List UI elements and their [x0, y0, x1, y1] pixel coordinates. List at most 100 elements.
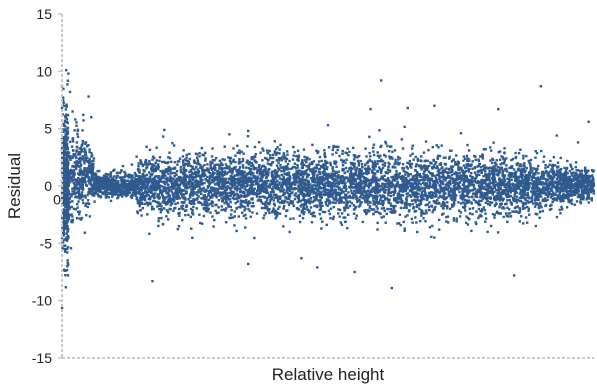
cloud-point: [329, 181, 332, 184]
cloud-point: [238, 165, 242, 169]
cloud-point: [324, 160, 327, 164]
cloud-point: [222, 195, 226, 199]
cloud-point: [167, 193, 170, 197]
cloud-point: [382, 207, 386, 210]
cloud-point: [73, 192, 77, 196]
cloud-point: [137, 162, 140, 165]
cloud-point: [514, 190, 517, 193]
cloud-point: [84, 204, 87, 207]
cloud-point: [526, 221, 529, 224]
cloud-point: [418, 164, 421, 168]
cloud-point: [261, 195, 264, 198]
cloud-point: [584, 175, 587, 178]
cloud-point: [91, 169, 94, 172]
cloud-point: [419, 201, 423, 204]
cloud-point: [332, 192, 335, 195]
cloud-point: [535, 213, 539, 216]
cloud-point: [246, 193, 249, 197]
cloud-point: [491, 187, 495, 190]
cloud-point: [174, 187, 178, 190]
cloud-point: [207, 198, 211, 201]
cloud-point: [228, 159, 232, 163]
cloud-point: [566, 176, 569, 180]
cloud-point: [103, 178, 106, 181]
cloud-point: [511, 184, 515, 187]
cloud-point: [582, 182, 586, 185]
cloud-point: [289, 201, 292, 204]
cloud-point: [386, 144, 389, 148]
cloud-point: [396, 184, 399, 188]
cloud-point: [273, 204, 277, 207]
cloud-point: [487, 177, 491, 180]
cloud-point: [442, 195, 446, 198]
cloud-point: [251, 180, 254, 184]
cloud-point: [324, 175, 328, 178]
cloud-point: [91, 185, 94, 189]
cloud-point: [356, 156, 359, 159]
cloud-point: [465, 175, 468, 178]
cloud-point: [224, 163, 228, 166]
cloud-point: [174, 171, 177, 175]
cloud-point: [155, 182, 158, 185]
cloud-point: [70, 205, 73, 209]
cloud-point: [306, 188, 309, 191]
cloud-point: [233, 215, 236, 218]
cloud-point: [396, 222, 399, 225]
cloud-point: [193, 161, 196, 164]
cloud-point: [279, 195, 282, 198]
cloud-point: [394, 210, 397, 213]
cloud-point: [314, 187, 317, 191]
cloud-point: [67, 191, 70, 195]
cloud-point: [497, 194, 500, 198]
cloud-point: [175, 193, 178, 197]
cloud-point: [64, 182, 68, 185]
cloud-point: [566, 172, 569, 175]
cloud-point: [64, 274, 67, 277]
cloud-point: [220, 168, 224, 172]
cloud-point: [467, 158, 470, 161]
cloud-point: [463, 206, 466, 210]
cloud-point: [489, 159, 492, 162]
cloud-point: [64, 120, 67, 124]
cloud-point: [75, 187, 78, 191]
cloud-point: [195, 156, 199, 159]
cloud-point: [238, 168, 241, 171]
cloud-point: [372, 186, 375, 189]
cloud-point: [105, 195, 108, 198]
cloud-point: [66, 79, 70, 82]
cloud-point: [310, 221, 314, 224]
cloud-point: [530, 197, 534, 200]
cloud-point: [86, 205, 89, 209]
cloud-point: [506, 191, 510, 194]
cloud-point: [114, 179, 117, 182]
cloud-point: [353, 166, 356, 169]
cloud-point: [146, 163, 150, 166]
cloud-point: [127, 189, 131, 192]
cloud-point: [583, 168, 587, 171]
cloud-point: [534, 196, 537, 199]
cloud-point: [387, 182, 391, 186]
cloud-point: [368, 206, 372, 209]
cloud-point: [381, 176, 385, 179]
cloud-point: [130, 186, 133, 190]
cloud-point: [250, 205, 254, 208]
cloud-point: [285, 150, 289, 153]
cloud-point: [293, 197, 297, 201]
cloud-point: [99, 190, 103, 194]
cloud-point: [426, 203, 429, 206]
cloud-point: [278, 181, 281, 184]
cloud-point: [117, 196, 120, 199]
cloud-point: [261, 171, 265, 174]
cloud-point: [123, 170, 126, 174]
cloud-point: [452, 194, 455, 197]
cloud-point: [522, 186, 526, 189]
cloud-point: [317, 163, 320, 166]
cloud-point: [533, 205, 537, 208]
cloud-point: [68, 206, 71, 209]
cloud-point: [121, 192, 125, 196]
cloud-point: [428, 179, 431, 182]
cloud-point: [388, 180, 392, 183]
cloud-point: [158, 156, 162, 159]
cloud-point: [207, 170, 210, 174]
cloud-point: [185, 156, 188, 159]
